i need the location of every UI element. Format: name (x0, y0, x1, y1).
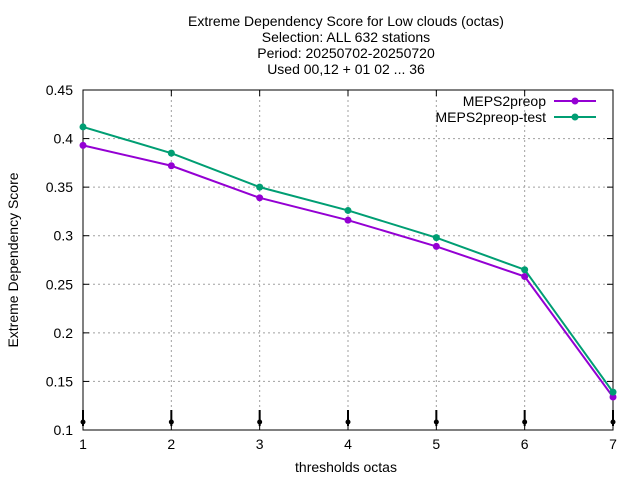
legend-swatch-point (571, 113, 579, 121)
y-axis-label: Extreme Dependency Score (5, 172, 21, 347)
baseline-markers (80, 410, 616, 426)
title-line-4: Used 00,12 + 01 02 ... 36 (267, 61, 425, 77)
series (79, 123, 617, 401)
baseline-marker-dot (80, 419, 86, 425)
y-tick-label: 0.3 (54, 228, 74, 244)
series-1 (79, 141, 617, 401)
data-point (256, 194, 264, 202)
legend-label: MEPS2preop-test (436, 109, 547, 125)
legend-swatch-point (571, 97, 579, 105)
data-point (609, 388, 617, 396)
x-tick-label: 2 (167, 436, 175, 452)
title-line-1: Extreme Dependency Score for Low clouds … (188, 13, 504, 29)
baseline-marker-dot (433, 419, 439, 425)
data-point (256, 183, 264, 191)
y-tick-label: 0.1 (54, 422, 74, 438)
data-point (344, 216, 352, 224)
x-tick-label: 6 (521, 436, 529, 452)
x-tick-label: 3 (256, 436, 264, 452)
baseline-marker-dot (345, 419, 351, 425)
title-line-3: Period: 20250702-20250720 (257, 45, 435, 61)
data-point (521, 266, 529, 274)
grid (83, 90, 613, 430)
x-tick-label: 5 (432, 436, 440, 452)
baseline-marker-dot (522, 419, 528, 425)
y-tick-label: 0.4 (54, 131, 74, 147)
data-point (79, 141, 87, 149)
title-line-2: Selection: ALL 632 stations (262, 29, 430, 45)
data-point (432, 242, 440, 250)
y-tick-label: 0.45 (46, 82, 73, 98)
series-2 (79, 123, 617, 396)
data-point (167, 162, 175, 170)
data-point (609, 393, 617, 401)
data-point (344, 206, 352, 214)
y-tick-label: 0.2 (54, 325, 74, 341)
chart-title: Extreme Dependency Score for Low clouds … (188, 13, 504, 77)
data-point (521, 273, 529, 281)
x-axis-label: thresholds octas (295, 459, 397, 475)
data-point (79, 123, 87, 131)
y-axis: 0.1 0.15 0.2 0.25 0.3 0.35 0.4 0.45 (46, 82, 613, 438)
baseline-marker-dot (168, 419, 174, 425)
x-tick-label: 7 (609, 436, 617, 452)
x-tick-label: 4 (344, 436, 352, 452)
baseline-marker-dot (257, 419, 263, 425)
x-axis: 1 2 3 4 5 6 7 (79, 90, 617, 452)
legend-item: MEPS2preop-test (436, 109, 596, 125)
x-tick-label: 1 (79, 436, 87, 452)
data-point (167, 149, 175, 157)
legend-item: MEPS2preop (463, 93, 596, 109)
y-tick-label: 0.35 (46, 179, 73, 195)
y-tick-label: 0.25 (46, 276, 73, 292)
data-point (432, 234, 440, 242)
y-tick-label: 0.15 (46, 373, 73, 389)
baseline-marker-dot (610, 419, 616, 425)
legend-label: MEPS2preop (463, 93, 546, 109)
